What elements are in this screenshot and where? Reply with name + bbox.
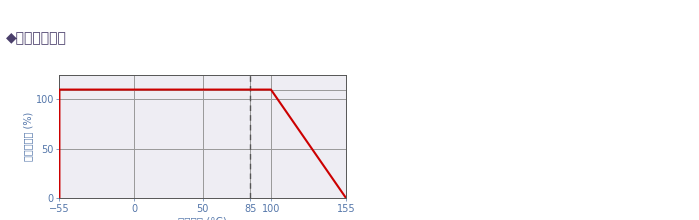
Y-axis label: 额定功率比 (%): 额定功率比 (%) [22,112,33,161]
Text: ◆负荷减轻曲线: ◆负荷减轻曲线 [6,31,66,45]
X-axis label: 周围温度 (°C): 周围温度 (°C) [178,216,227,220]
